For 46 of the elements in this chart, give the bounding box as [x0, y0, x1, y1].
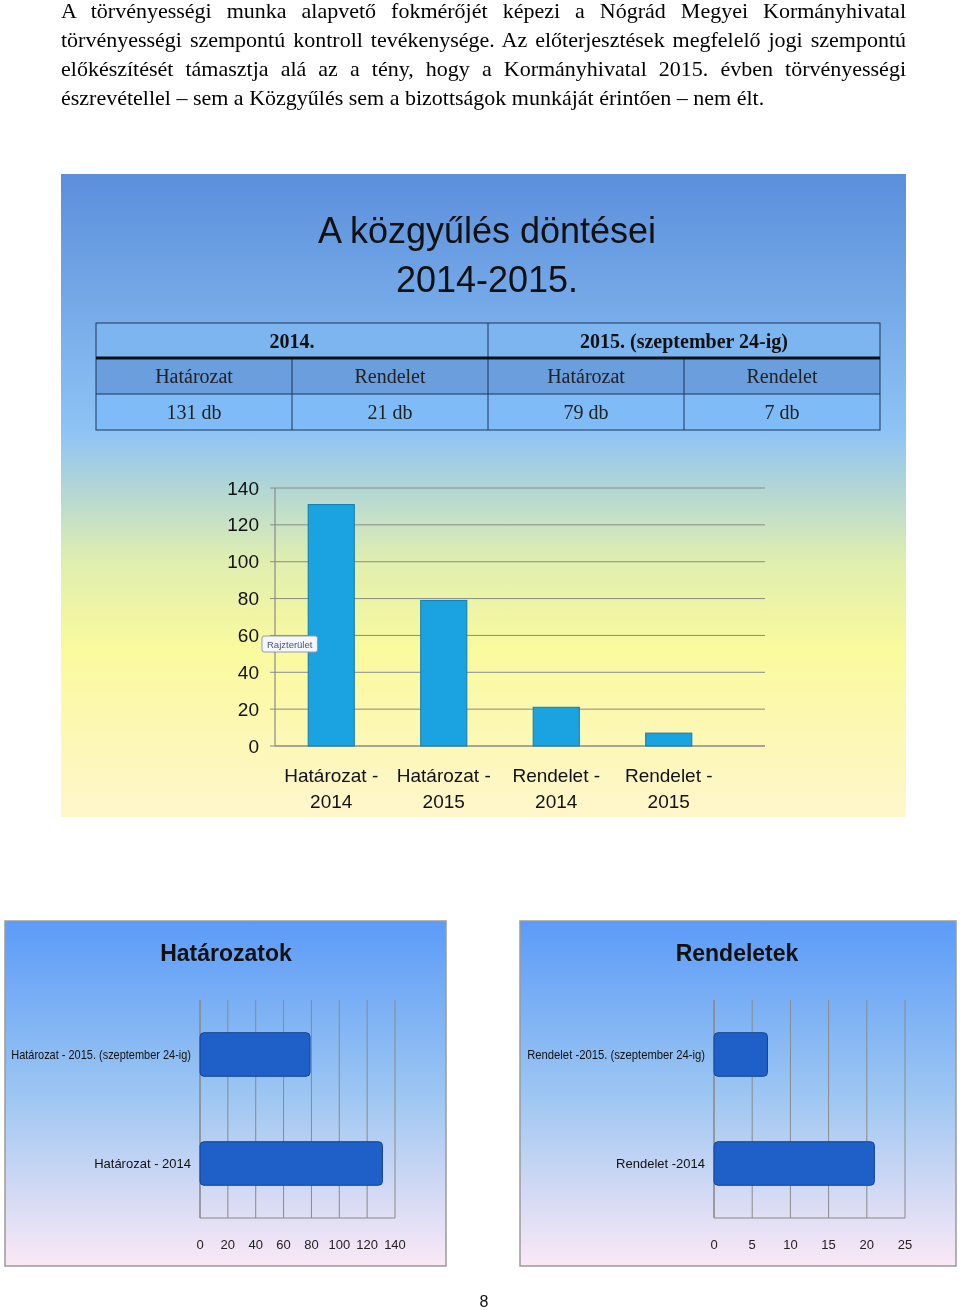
- x-tick-label: 5: [748, 1237, 756, 1252]
- bar: [645, 732, 693, 747]
- y-tick-label: 140: [227, 477, 259, 499]
- x-tick-label: 60: [276, 1237, 291, 1252]
- chart-title: Rendeletek: [675, 940, 799, 966]
- y-tick-label: 60: [237, 624, 259, 646]
- x-tick-label: 10: [783, 1237, 798, 1252]
- x-tick-label: 20: [859, 1237, 875, 1252]
- y-tick-label: 120: [227, 514, 259, 536]
- y-tick-label: 0: [248, 735, 259, 757]
- text: 131 db: [166, 401, 222, 423]
- x-tick-label: 140: [384, 1237, 406, 1252]
- bar: [420, 599, 468, 747]
- y-tick-label: 80: [237, 588, 259, 610]
- x-tick-label: 0: [196, 1237, 204, 1252]
- x-tick-label: 15: [821, 1237, 836, 1252]
- y-tick-label: Rendelet -2014: [616, 1156, 705, 1171]
- text: 79 db: [563, 401, 609, 423]
- y-tick-label: 40: [237, 661, 259, 683]
- chart-title: Határozatok: [160, 940, 293, 966]
- text: A törvényességi munka alapvető fokmérőjét képezi a Nógrád Megyei Kormányhivatal törvényességi szempontú kontroll tevékenysége. Az előterjesztések megfelelő jogi szempontú előkészítését támasztja alá az a tény, hogy a Kormányhivatal 2015. évben törvényességi észrevétellel – sem a Közgyűlés sem a bizottságok munkáját érintően – nem élt.: [61, 0, 906, 112]
- text: A közgyűlés döntései 2014-2015.: [317, 210, 657, 300]
- x-tick-label: Határozat - 2015: [396, 765, 491, 812]
- x-tick-label: 80: [304, 1237, 319, 1252]
- x-tick-label: 25: [897, 1237, 913, 1252]
- y-tick-label: Határozat - 2015. (szeptember 24-ig): [11, 1046, 191, 1063]
- text: Rendelet: [746, 365, 818, 387]
- x-tick-label: Rendelet - 2015: [624, 765, 713, 812]
- x-tick-label: 0: [710, 1237, 718, 1252]
- text: 2015. (szeptember 24-ig): [580, 329, 788, 353]
- x-tick-label: Határozat - 2014: [284, 765, 379, 812]
- x-tick-label: 120: [356, 1237, 378, 1252]
- text: Határozat: [547, 365, 626, 387]
- text: 7 db: [764, 401, 800, 423]
- annotation: Rajzterület: [267, 638, 313, 650]
- x-tick-label: Rendelet - 2014: [512, 765, 601, 812]
- y-tick-label: 20: [237, 698, 259, 720]
- bar: [532, 706, 580, 747]
- y-tick-label: Rendelet -2015. (szeptember 24-ig): [527, 1047, 705, 1062]
- text: 8: [479, 1293, 489, 1310]
- text: Rendelet: [354, 365, 426, 387]
- text: Határozat: [155, 365, 234, 387]
- y-tick-label: 100: [227, 551, 259, 573]
- text: 21 db: [367, 401, 413, 423]
- x-tick-label: 100: [328, 1237, 351, 1252]
- text: 2014.: [269, 329, 315, 352]
